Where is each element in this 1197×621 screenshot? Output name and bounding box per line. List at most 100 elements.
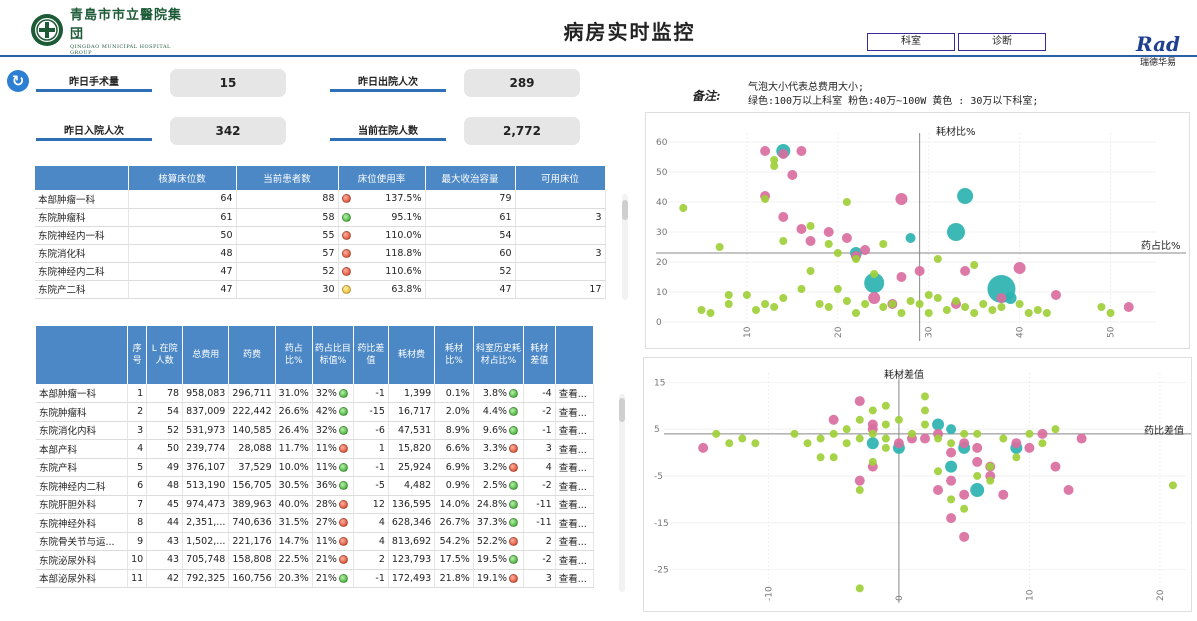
- bubble-green[interactable]: [921, 420, 929, 429]
- bubble-green[interactable]: [1051, 425, 1060, 434]
- fee-header-cell[interactable]: 药占比目标值%: [312, 326, 354, 384]
- bubble-pink[interactable]: [959, 438, 970, 449]
- bubble-pink[interactable]: [760, 146, 771, 156]
- bubble-pink[interactable]: [860, 245, 871, 255]
- bubble-green[interactable]: [779, 237, 788, 245]
- view-link[interactable]: 查看...: [555, 532, 594, 551]
- table-row[interactable]: 东院产科 5 49 376,107 37,529 10.0% 11% -1 25,924 6.9%…: [36, 458, 594, 477]
- bubble-green[interactable]: [833, 249, 842, 257]
- scroll-thumb[interactable]: [619, 398, 625, 422]
- table-row[interactable]: 东院神经内一科 50 55 110.0% 54: [35, 226, 606, 245]
- bubble-green[interactable]: [1168, 481, 1177, 490]
- bubble-green[interactable]: [1038, 439, 1047, 448]
- fee-header-cell[interactable]: 科室历史耗材占比%: [473, 326, 525, 384]
- bubble-green[interactable]: [986, 476, 995, 485]
- bubble-pink[interactable]: [841, 233, 852, 243]
- bed-header-cell[interactable]: 当前患者数: [236, 166, 339, 190]
- bubble-teal[interactable]: [957, 188, 974, 204]
- bubble-green[interactable]: [761, 300, 770, 308]
- bubble-pink[interactable]: [854, 475, 865, 486]
- table-row[interactable]: 东院肝胆外科 7 45 974,473 389,963 40.0% 28% 12 136,595…: [36, 495, 594, 514]
- bubble-green[interactable]: [879, 303, 888, 311]
- view-link[interactable]: 查看...: [555, 421, 594, 440]
- bubble-green[interactable]: [970, 261, 979, 269]
- bubble-pink[interactable]: [933, 485, 944, 496]
- bubble-teal[interactable]: [864, 273, 885, 293]
- table-row[interactable]: 本部产科 4 50 239,774 28,088 11.7% 11% 1 15,820 6.6% 3…: [36, 439, 594, 459]
- bubble-green[interactable]: [770, 303, 779, 311]
- bed-header-cell[interactable]: 最大收治容量: [425, 166, 516, 190]
- bubble-green[interactable]: [933, 294, 942, 302]
- bubble-green[interactable]: [881, 420, 890, 429]
- bubble-pink[interactable]: [823, 227, 834, 237]
- view-link[interactable]: 查看...: [555, 550, 594, 570]
- bubble-pink[interactable]: [920, 433, 930, 444]
- bubble-green[interactable]: [1033, 306, 1042, 314]
- bubble-green[interactable]: [868, 406, 877, 415]
- view-link[interactable]: 查看...: [555, 384, 594, 403]
- view-link[interactable]: 查看...: [555, 495, 594, 514]
- bubble-pink[interactable]: [1076, 433, 1087, 444]
- bubble-green[interactable]: [829, 429, 838, 438]
- bubble-green[interactable]: [915, 300, 924, 308]
- bed-header-cell[interactable]: 床位使用率: [338, 166, 426, 190]
- bubble-green[interactable]: [761, 195, 770, 203]
- bubble-green[interactable]: [924, 291, 933, 299]
- bubble-pink[interactable]: [996, 293, 1007, 303]
- bubble-pink[interactable]: [854, 396, 865, 407]
- fee-header-cell[interactable]: [36, 326, 129, 384]
- bubble-green[interactable]: [1024, 309, 1033, 317]
- view-link[interactable]: 查看...: [555, 513, 594, 533]
- bubble-green[interactable]: [842, 439, 851, 448]
- bubble-green[interactable]: [855, 415, 864, 424]
- bubble-green[interactable]: [1097, 303, 1106, 311]
- bubble-green[interactable]: [824, 240, 833, 248]
- fee-header-cell[interactable]: 序号: [127, 326, 148, 384]
- fee-header-cell[interactable]: L 在院人数: [146, 326, 184, 384]
- bubble-green[interactable]: [961, 303, 970, 311]
- bubble-green[interactable]: [907, 429, 916, 438]
- bubble-green[interactable]: [852, 309, 860, 317]
- bubble-green[interactable]: [924, 309, 933, 317]
- bubble-green[interactable]: [960, 504, 969, 513]
- bubble-green[interactable]: [879, 240, 888, 248]
- table-row[interactable]: 本部泌尿外科 11 42 792,325 160,756 20.3% 21% -1 172,49…: [36, 569, 594, 588]
- bubble-green[interactable]: [738, 434, 747, 443]
- bubble-pink[interactable]: [1051, 290, 1061, 300]
- bubble-green[interactable]: [833, 285, 842, 293]
- bubble-teal[interactable]: [946, 424, 957, 435]
- bubble-pink[interactable]: [1050, 461, 1061, 472]
- bubble-pink[interactable]: [972, 442, 983, 453]
- bubble-green[interactable]: [706, 309, 715, 317]
- bubble-green[interactable]: [797, 285, 806, 293]
- bubble-pink[interactable]: [972, 456, 983, 467]
- bubble-green[interactable]: [679, 204, 688, 212]
- bubble-teal[interactable]: [947, 223, 965, 241]
- bubble-green[interactable]: [934, 434, 943, 443]
- bubble-green[interactable]: [881, 434, 890, 443]
- bubble-pink[interactable]: [1037, 428, 1048, 439]
- bubble-green[interactable]: [868, 457, 877, 466]
- table-row[interactable]: 东院消化内科 3 52 531,973 140,585 26.4% 32% -6 47,531 8…: [36, 421, 594, 440]
- table-row[interactable]: 东院产二科 47 30 63.8% 47 17: [35, 280, 606, 299]
- table-row[interactable]: 东院神经内二科 47 52 110.6% 52: [35, 262, 606, 281]
- fee-header-cell[interactable]: [555, 326, 594, 384]
- table-row[interactable]: 东院肿瘤科 2 54 837,009 222,442 26.6% 42% -15 16,717 2…: [36, 402, 594, 422]
- bubble-pink[interactable]: [805, 236, 816, 246]
- fee-header-cell[interactable]: 总费用: [182, 326, 230, 384]
- bubble-green[interactable]: [973, 471, 982, 480]
- bubble-green[interactable]: [942, 306, 951, 314]
- bed-table-scrollbar[interactable]: [622, 194, 628, 300]
- bubble-green[interactable]: [770, 156, 779, 164]
- table-row[interactable]: 东院肿瘤科 61 58 95.1% 61 3: [35, 208, 606, 227]
- bubble-green[interactable]: [829, 453, 838, 462]
- bubble-green[interactable]: [1012, 453, 1021, 462]
- scroll-thumb[interactable]: [622, 200, 628, 220]
- bubble-pink[interactable]: [960, 266, 971, 276]
- bubble-pink[interactable]: [1011, 438, 1022, 449]
- bubble-green[interactable]: [1042, 309, 1051, 317]
- bubble-pink[interactable]: [946, 475, 957, 486]
- bubble-green[interactable]: [921, 392, 929, 401]
- table-row[interactable]: 东院骨关节与运... 9 43 1,502,... 221,176 14.7% 11% 4 81…: [36, 532, 594, 551]
- bubble-green[interactable]: [855, 434, 864, 443]
